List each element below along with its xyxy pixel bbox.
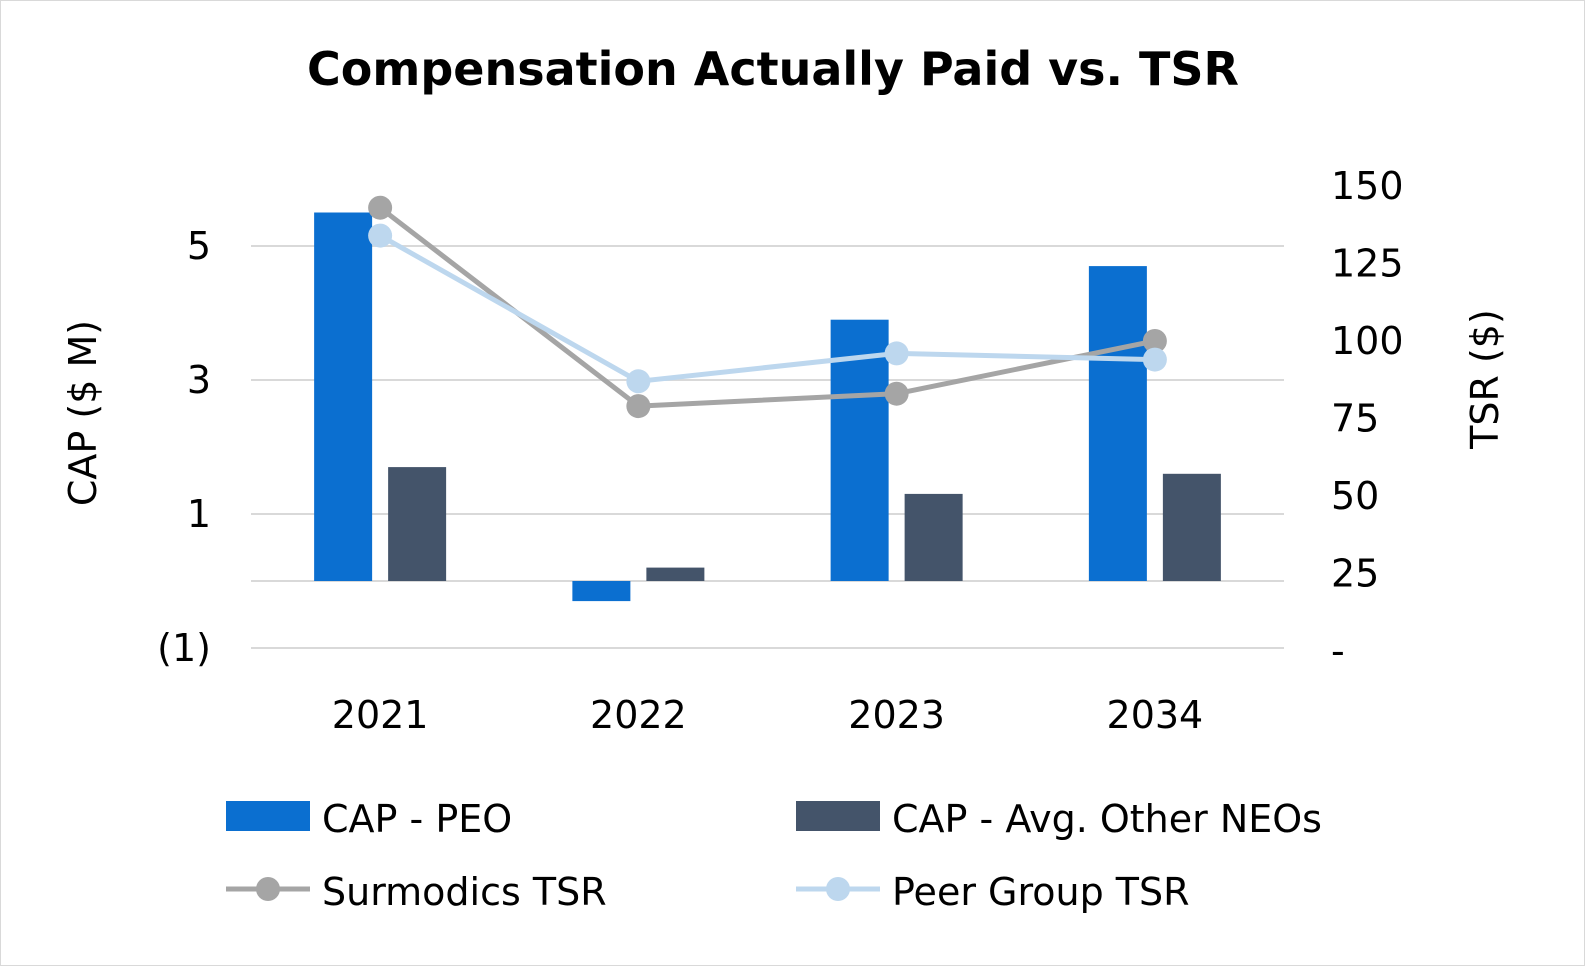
left-tick-label: 3 (187, 358, 211, 402)
legend-item-cap-avg-other-neos: CAP - Avg. Other NEOs (796, 797, 1322, 841)
right-tick-label: 25 (1331, 552, 1379, 596)
bar-series-group (314, 212, 1221, 602)
point-peer-group-tsr-2022 (626, 369, 651, 394)
x-tick-label: 2022 (590, 693, 687, 737)
right-axis-ticks: - 25 50 75 100 125 150 (1331, 164, 1404, 673)
line-series-group (368, 195, 1167, 419)
right-tick-label: 75 (1331, 397, 1379, 441)
legend-swatch-marker (826, 877, 850, 901)
bar-cap-peo-2021 (314, 212, 373, 581)
right-axis-label: TSR ($) (1463, 309, 1507, 450)
legend-label: Surmodics TSR (322, 870, 607, 914)
legend-swatch-marker (256, 877, 280, 901)
bar-cap-peo-2034 (1088, 266, 1147, 581)
x-tick-label: 2023 (848, 693, 945, 737)
x-tick-label: 2021 (332, 693, 429, 737)
chart-legend: CAP - PEO CAP - Avg. Other NEOs Surmodics … (226, 797, 1322, 914)
x-axis-ticks: 2021 2022 2023 2034 (332, 693, 1203, 737)
left-tick-label: 1 (187, 492, 211, 536)
bar-cap-peo-2023 (830, 319, 889, 581)
point-peer-group-tsr-2021 (368, 223, 393, 248)
point-peer-group-tsr-2034 (1142, 347, 1167, 372)
legend-item-peer-group-tsr: Peer Group TSR (796, 870, 1190, 914)
right-tick-label: 100 (1331, 319, 1404, 363)
left-axis-ticks: (1) 1 3 5 (157, 224, 211, 670)
bar-cap-avg-other-neos-2023 (904, 493, 963, 581)
bar-cap-avg-other-neos-2034 (1162, 473, 1221, 581)
left-axis-label: CAP ($ M) (61, 320, 105, 506)
right-tick-label: 125 (1331, 242, 1404, 286)
legend-label: Peer Group TSR (892, 870, 1190, 914)
chart-title: Compensation Actually Paid vs. TSR (307, 42, 1239, 96)
x-tick-label: 2034 (1107, 693, 1204, 737)
bar-cap-peo-2022 (572, 581, 631, 602)
legend-swatch (796, 801, 880, 831)
legend-label: CAP - PEO (322, 797, 512, 841)
point-peer-group-tsr-2023 (884, 341, 909, 366)
point-surmodics-tsr-2034 (1142, 329, 1167, 353)
bar-cap-avg-other-neos-2022 (646, 567, 705, 581)
left-tick-label: 5 (187, 224, 211, 268)
line-surmodics-tsr (378, 205, 1156, 409)
left-tick-label: (1) (157, 626, 211, 670)
right-tick-label: 50 (1331, 474, 1379, 518)
legend-item-cap-peo: CAP - PEO (226, 797, 512, 841)
point-surmodics-tsr-2022 (626, 394, 651, 419)
legend-swatch (226, 801, 310, 831)
legend-item-surmodics-tsr: Surmodics TSR (226, 870, 607, 914)
line-peer-group-tsr (378, 233, 1155, 384)
point-surmodics-tsr-2023 (884, 381, 909, 406)
point-surmodics-tsr-2021 (368, 195, 393, 220)
right-tick-label: 150 (1331, 164, 1404, 208)
legend-label: CAP - Avg. Other NEOs (892, 797, 1322, 841)
bar-cap-avg-other-neos-2021 (388, 467, 447, 581)
right-tick-label: - (1331, 629, 1345, 673)
